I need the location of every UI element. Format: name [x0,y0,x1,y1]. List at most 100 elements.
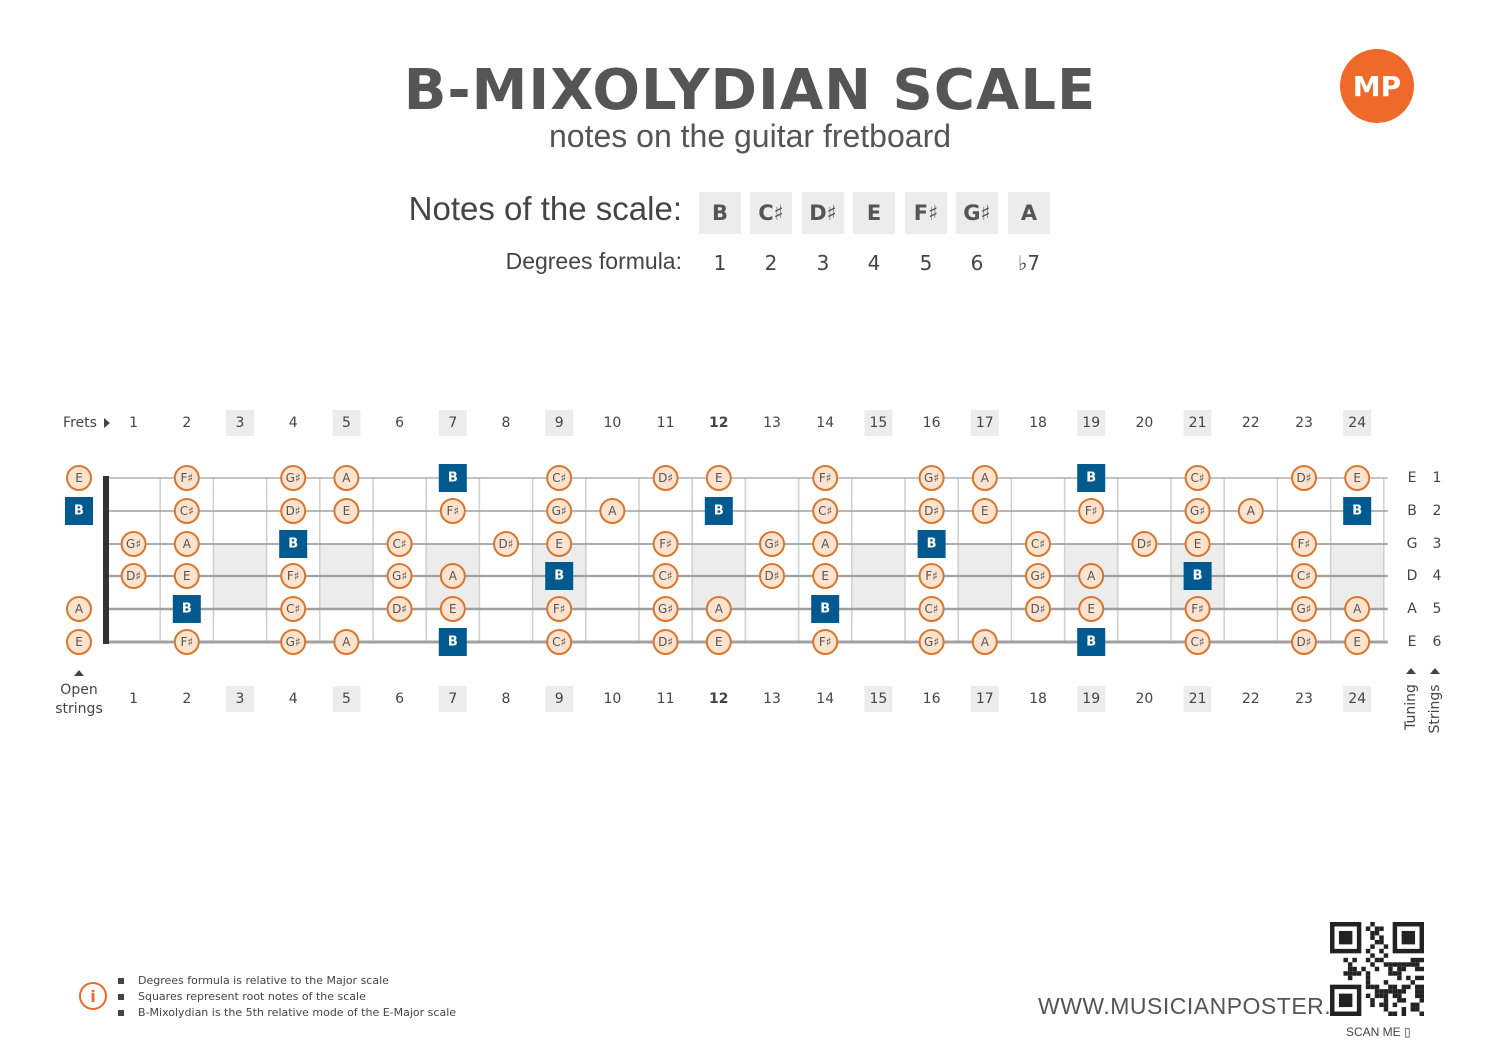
qr-module [1415,1007,1420,1012]
scale-note-label: A [75,602,84,616]
qr-module [1370,944,1375,949]
root-note-label: B [288,537,298,552]
root-note-label: B [74,504,84,519]
scale-note-label: A [1247,504,1256,518]
qr-module [1370,922,1375,927]
qr-module [1410,1002,1416,1008]
qr-module [1392,962,1398,967]
root-note-square [172,595,201,623]
qr-module [1401,989,1407,994]
string-tuning: D [1407,568,1418,584]
scale-note: E [853,192,895,234]
scale-note-circle [1291,596,1317,622]
qr-module [1401,962,1407,967]
scale-note-label: E [715,471,723,485]
fret-number: 16 [923,691,941,707]
scale-note-circle [1078,563,1105,589]
qr-module [1383,998,1389,1003]
scale-note-label: C♯ [925,602,939,616]
string-number: 6 [1433,634,1442,650]
scale-note-label: C♯ [393,537,407,551]
qr-module [1370,984,1375,990]
qr-module [1374,930,1380,936]
scale-note-circle [333,629,360,655]
scale-note-circle [120,531,147,557]
qr-module [1347,966,1353,972]
scale-note-circle [386,596,413,622]
fret-number: 5 [342,691,351,707]
scale-note-circle [1291,629,1317,655]
scale-note-label: D♯ [1296,471,1311,485]
fret-number: 13 [763,691,781,707]
qr-module [1388,962,1393,967]
qr-module [1383,989,1389,994]
scale-note-circle [1025,563,1051,589]
fret-number: 22 [1242,415,1260,431]
scale-note-circle [280,629,307,655]
scale-note-label: G♯ [658,602,673,616]
qr-module [1388,989,1393,994]
scale-note: F♯ [905,192,947,234]
qr-module [1410,1007,1416,1012]
scale-note-circle [759,531,785,557]
fret-number-highlight [970,410,999,436]
scale-note-circle [546,465,573,491]
scale-note-circle [652,629,679,655]
fret-number-highlight [545,686,574,712]
scale-note-circle [173,531,200,557]
scale-note-label: A [342,471,351,485]
fret-number-highlight [438,686,467,712]
scale-note-circle [812,629,839,655]
qr-module [1401,1007,1407,1012]
string-number: 3 [1433,536,1442,552]
scale-note-label: F♯ [819,635,832,649]
qr-module [1392,1011,1398,1016]
qr-module [1361,966,1366,972]
scale-note-label: F♯ [287,569,300,583]
scale-note-label: D♯ [658,635,673,649]
root-note-square [917,530,946,558]
qr-module [1419,989,1424,994]
scale-note-label: D♯ [658,471,673,485]
root-note-square [65,497,93,525]
qr-module [1365,926,1371,931]
qr-module [1383,980,1389,985]
qr-module [1415,993,1420,999]
qr-module [1374,984,1380,990]
fret-number: 7 [448,415,457,431]
scale-note-circle [971,498,998,524]
arrow-up-icon [1406,668,1416,674]
website-link[interactable]: WWW.MUSICIANPOSTER.COM [1038,993,1387,1019]
qr-module [1374,957,1380,963]
fret-number-highlight [545,410,574,436]
fret-number: 19 [1082,691,1100,707]
qr-module [1383,944,1389,949]
qr-module [1356,971,1362,976]
scale-degree: 3 [816,251,830,275]
string-tuning: A [1407,601,1417,617]
fret-number-highlight [1183,410,1212,436]
root-note-square [438,628,467,656]
fret-number: 21 [1189,691,1207,707]
qr-module [1383,993,1389,999]
scale-note-label: E [981,504,989,518]
fretboard-diagram: 1 2 3 4 5 6 7 8 9 10 11 12 13 14 15 16 17 18 19 20 21 22 23 241… [55,410,1443,734]
string-tuning: E [1408,634,1417,650]
qr-module [1419,975,1424,981]
scale-note-label: G♯ [1296,602,1311,616]
qr-module [1379,989,1384,994]
scale-note-circle [918,629,945,655]
scale-note-circle [1237,498,1264,524]
scale-note-circle [546,498,573,524]
scale-note-circle [1131,531,1158,557]
fret-number: 3 [236,691,245,707]
scale-note-circle [280,498,307,524]
scale-note-circle [1184,531,1211,557]
scale-note-circle [652,563,679,589]
footnote: Degrees formula is relative to the Major… [138,974,389,987]
qr-module [1397,971,1402,976]
scale-note-label: E [75,471,83,485]
scale-note-circle [1291,531,1317,557]
qr-module [1410,980,1416,985]
root-note-square [1183,562,1212,590]
